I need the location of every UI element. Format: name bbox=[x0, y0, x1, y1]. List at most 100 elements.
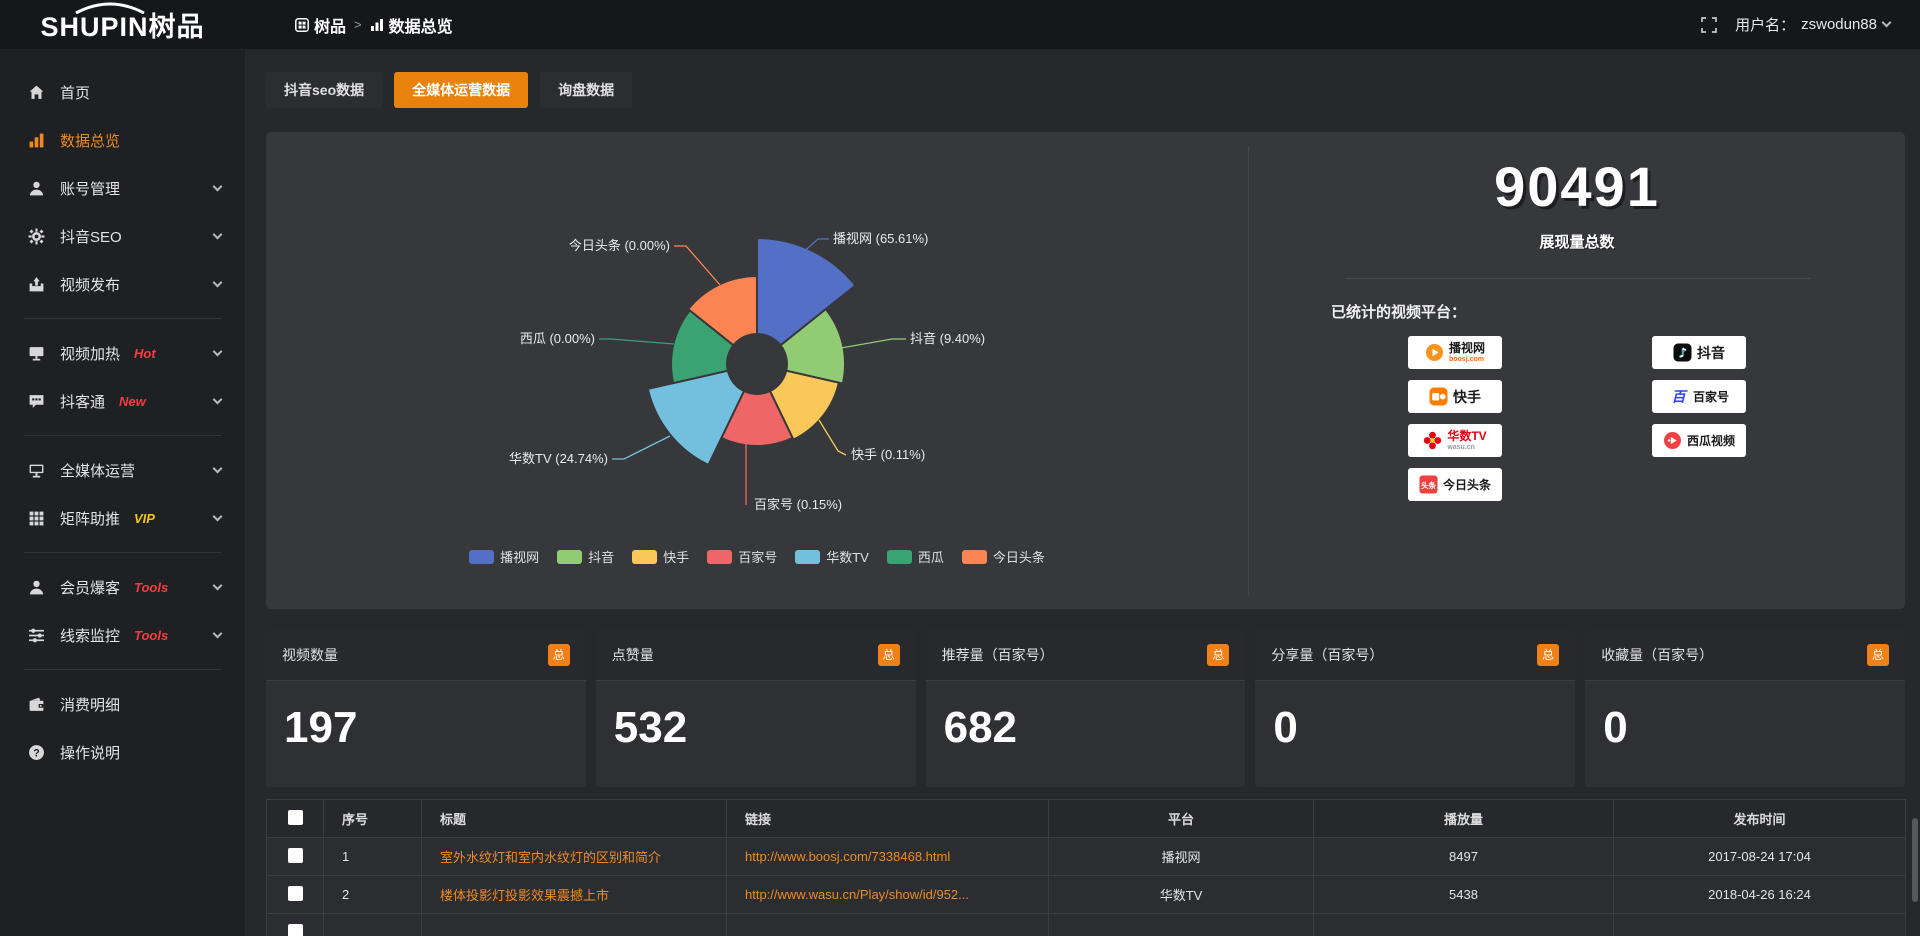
row-checkbox[interactable] bbox=[287, 885, 303, 901]
legend-item-西瓜[interactable]: 西瓜 bbox=[886, 547, 944, 566]
pie-leader-line bbox=[599, 338, 675, 345]
sidebar-item-13[interactable]: ? 操作说明 bbox=[0, 728, 245, 776]
legend-item-快手[interactable]: 快手 bbox=[632, 547, 689, 566]
legend-item-抖音[interactable]: 抖音 bbox=[557, 547, 614, 566]
user-icon bbox=[27, 179, 45, 197]
legend-item-百家号[interactable]: 百家号 bbox=[707, 547, 777, 566]
legend-item-播视网[interactable]: 播视网 bbox=[469, 547, 539, 566]
cell-title[interactable]: 室外水纹灯和室内水纹灯的区别和简介 bbox=[421, 837, 727, 876]
total-impressions-label: 展现量总数 bbox=[1539, 234, 1615, 251]
sidebar-item-label: 数据总览 bbox=[60, 132, 121, 150]
table-row-2: 2 楼体投影灯投影效果震撼上市 http://www.wasu.cn/Play/sh… bbox=[266, 875, 1906, 914]
platform-badge-今日头条: 头条 今日头条 bbox=[1408, 468, 1502, 501]
pie-slice-今日头条[interactable] bbox=[686, 274, 758, 347]
chevron-down-icon bbox=[212, 277, 223, 287]
stat-card-label: 收藏量（百家号） bbox=[1601, 646, 1714, 663]
pie-leader-line bbox=[799, 238, 829, 256]
sidebar-item-2[interactable]: 数据总览 bbox=[0, 116, 245, 164]
legend-label: 百家号 bbox=[738, 550, 778, 565]
sidebar-item-12[interactable]: 消费明细 bbox=[0, 680, 245, 728]
cell-platform: 华数TV bbox=[1048, 875, 1314, 914]
pie-slice-快手[interactable] bbox=[768, 369, 841, 442]
pie-slice-华数TV[interactable] bbox=[646, 369, 746, 467]
monitor-icon bbox=[27, 461, 45, 479]
sidebar-item-6[interactable]: 视频加热 Hot bbox=[0, 329, 245, 377]
platform-name: 华数TV bbox=[1447, 429, 1487, 443]
total-badge: 总 bbox=[877, 643, 900, 666]
username-value: zswodun88 bbox=[1801, 16, 1877, 33]
cell-title[interactable]: 楼体投影灯投影效果震撼上市 bbox=[421, 875, 727, 914]
svg-text:百: 百 bbox=[1671, 389, 1688, 405]
total-badge: 总 bbox=[1207, 643, 1230, 666]
total-badge: 总 bbox=[1537, 643, 1560, 666]
legend-item-今日头条[interactable]: 今日头条 bbox=[961, 547, 1045, 566]
pie-label-华数TV: 华数TV (24.74%) bbox=[509, 451, 608, 466]
stat-cards-row: 视频数量总 197 点赞量总 532 推荐量（百家号）总 682 分享量（百家号）总 0 收藏量… bbox=[266, 629, 1905, 787]
videos-table: 序号 标题 链接 平台 播放量 发布时间 1 室外水纹灯和室内水纹灯的区别和简介 http:/… bbox=[266, 799, 1906, 936]
cell-time: 2017-08-24 17:04 bbox=[1613, 837, 1906, 876]
cell-index: 2 bbox=[323, 875, 422, 914]
user-menu[interactable]: 用户名： zswodun88 bbox=[1735, 14, 1892, 35]
chart-icon bbox=[27, 131, 45, 149]
platform-name: 快手 bbox=[1453, 388, 1481, 405]
sidebar-item-1[interactable]: 首页 bbox=[0, 68, 245, 116]
sidebar-item-5[interactable]: 视频发布 bbox=[0, 260, 245, 308]
table-header-row: 序号 标题 链接 平台 播放量 发布时间 bbox=[266, 799, 1906, 838]
pie-label-快手: 快手 (0.11%) bbox=[851, 447, 925, 462]
chevron-down-icon bbox=[1881, 17, 1892, 28]
legend-item-华数TV[interactable]: 华数TV bbox=[795, 547, 869, 566]
sidebar-item-label: 消费明细 bbox=[60, 696, 121, 714]
breadcrumb-current[interactable]: 数据总览 bbox=[370, 13, 453, 37]
cell-link[interactable]: http://www.wasu.cn/Play/show/id/952... bbox=[726, 875, 1049, 914]
legend-label: 今日头条 bbox=[992, 550, 1045, 565]
breadcrumb-root[interactable]: 树品 bbox=[295, 13, 346, 37]
sidebar-item-11[interactable]: 线索监控 Tools bbox=[0, 611, 245, 659]
stat-card-value: 682 bbox=[943, 703, 1018, 752]
stat-card-4: 分享量（百家号） 总 0 bbox=[1255, 629, 1576, 787]
tab-3[interactable]: 询盘数据 bbox=[540, 72, 633, 108]
pie-slice-西瓜[interactable] bbox=[670, 308, 735, 385]
sidebar-divider bbox=[24, 669, 221, 670]
cell-views: 5438 bbox=[1313, 875, 1614, 914]
panel-divider bbox=[1248, 146, 1249, 595]
logo-arc bbox=[75, 2, 145, 14]
sidebar-item-4[interactable]: 抖音SEO bbox=[0, 212, 245, 260]
tab-1[interactable]: 抖音seo数据 bbox=[266, 72, 383, 108]
platform-name: 播视网 bbox=[1448, 341, 1485, 355]
member-icon bbox=[27, 578, 45, 596]
cell-link[interactable]: http://www.boosj.com/7338468.html bbox=[726, 837, 1049, 876]
sidebar-item-9[interactable]: 矩阵助推 VIP bbox=[0, 494, 245, 542]
wasu-logo bbox=[1423, 431, 1442, 450]
legend-label: 西瓜 bbox=[917, 550, 944, 565]
select-all-checkbox[interactable] bbox=[287, 809, 303, 825]
col-platform: 平台 bbox=[1048, 799, 1314, 838]
stat-card-3: 推荐量（百家号） 总 682 bbox=[925, 629, 1246, 787]
sidebar-item-8[interactable]: 全媒体运营 bbox=[0, 446, 245, 494]
videos-table-wrap: 序号 标题 链接 平台 播放量 发布时间 1 室外水纹灯和室内水纹灯的区别和简介 http:/… bbox=[266, 799, 1906, 936]
row-checkbox[interactable] bbox=[287, 924, 303, 936]
sidebar-item-badge: Tools bbox=[134, 579, 169, 595]
scrollbar-thumb[interactable] bbox=[1912, 818, 1918, 902]
platform-name: 今日头条 bbox=[1442, 477, 1491, 492]
pie-slice-播视网[interactable] bbox=[756, 236, 857, 347]
sidebar-item-label: 抖客通 bbox=[60, 393, 106, 411]
pie-slice-抖音[interactable] bbox=[779, 307, 846, 385]
sidebar-item-10[interactable]: 会员爆客 Tools bbox=[0, 563, 245, 611]
sidebar-item-7[interactable]: 抖客通 New bbox=[0, 377, 245, 425]
stat-card-value: 0 bbox=[1273, 703, 1298, 752]
row-checkbox-cell bbox=[266, 875, 324, 914]
breadcrumb: 树品 > 数据总览 bbox=[295, 13, 453, 37]
platform-badge-抖音: ♪ ♪ 抖音 bbox=[1652, 336, 1746, 369]
sliders-icon bbox=[27, 626, 45, 644]
toutiao-logo: 头条 bbox=[1419, 475, 1438, 494]
tab-2[interactable]: 全媒体运营数据 bbox=[394, 72, 529, 108]
sidebar-item-label: 操作说明 bbox=[60, 744, 121, 762]
main-content: 抖音seo数据 全媒体运营数据 询盘数据 播视网 (65.61%) 抖音 (9.40%… bbox=[245, 50, 1920, 936]
sidebar-item-3[interactable]: 账号管理 bbox=[0, 164, 245, 212]
platform-badges-left: 播视网 boosj.com 快手 华数TV wasu.cn 头条 今日头条 bbox=[1408, 336, 1502, 501]
pie-slice-百家号[interactable] bbox=[720, 389, 794, 448]
pie-label-今日头条: 今日头条 (0.00%) bbox=[569, 238, 670, 253]
row-checkbox[interactable] bbox=[287, 847, 303, 863]
sidebar-divider bbox=[24, 552, 221, 553]
fullscreen-icon[interactable] bbox=[1701, 16, 1717, 33]
